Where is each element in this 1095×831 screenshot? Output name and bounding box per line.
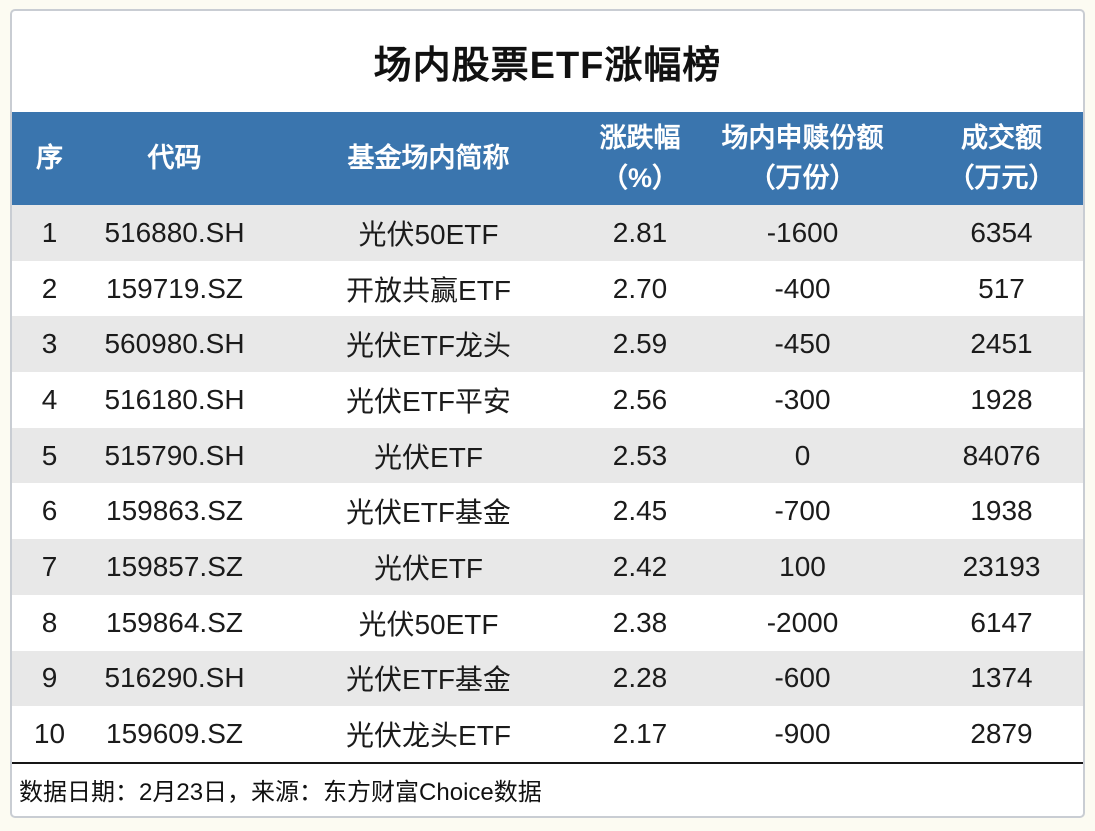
shares-cell: -300 [774,383,831,415]
shares-cell: -600 [774,662,831,694]
table-row: 3 560980.SH 光伏ETF龙头 2.59 -450 2451 [12,316,1083,373]
turnover-cell: 1928 [970,383,1033,415]
table-row: 9 516290.SH 光伏ETF基金 2.28 -600 1374 [12,650,1083,707]
column-header-fund-name: 基金场内简称 [347,142,510,173]
shares-cell: 0 [794,439,811,471]
data-source-note: 数据日期：2月23日，来源：东方财富Choice数据 [12,761,1083,816]
header-row: 序 代码 基金场内简称 涨跌幅 （%） 场内申赎份额 （万份） [12,112,1083,205]
rank-cell: 6 [41,495,58,527]
turnover-cell: 1938 [970,495,1033,527]
table-row: 4 516180.SH 光伏ETF平安 2.56 -300 1928 [12,372,1083,428]
table-body: 1 516880.SH 光伏50ETF 2.81 -1600 6354 2 15… [12,205,1083,762]
table-title: 场内股票ETF涨幅榜 [373,45,722,87]
change-pct-cell: 2.70 [612,272,668,304]
code-cell: 516180.SH [104,383,245,415]
change-pct-cell: 2.53 [612,439,668,471]
column-header-shares: 场内申赎份额 （万份） [721,123,884,193]
shares-cell: -900 [774,718,831,750]
fund-name-cell: 光伏ETF龙头 [346,330,511,362]
rank-cell: 3 [41,328,58,360]
shares-cell: -400 [774,272,831,304]
turnover-cell: 1374 [970,662,1033,694]
rank-cell: 1 [41,216,58,248]
shares-cell: -2000 [766,606,839,638]
fund-name-cell: 光伏ETF平安 [346,385,511,417]
fund-name-cell: 光伏ETF [374,552,483,584]
turnover-cell: 2451 [970,328,1033,360]
code-cell: 516880.SH [104,216,245,248]
title-bar: 场内股票ETF涨幅榜 [12,11,1083,112]
rank-cell: 2 [41,272,58,304]
shares-cell: -450 [774,328,831,360]
change-pct-cell: 2.56 [612,383,668,415]
rank-cell: 4 [41,383,58,415]
table-row: 1 516880.SH 光伏50ETF 2.81 -1600 6354 [12,205,1083,261]
turnover-cell: 84076 [962,439,1041,471]
column-header-change-pct: 涨跌幅 （%） [599,123,681,193]
etf-ranking-card: 场内股票ETF涨幅榜 序 代码 基金场内简称 [10,9,1085,818]
fund-name-cell: 光伏龙头ETF [346,720,511,752]
rank-cell: 9 [41,662,58,694]
fund-name-cell: 光伏ETF基金 [346,497,511,529]
turnover-cell: 6147 [970,606,1033,638]
fund-name-cell: 开放共赢ETF [346,274,511,306]
code-cell: 159719.SZ [106,272,243,304]
table-row: 5 515790.SH 光伏ETF 2.53 0 84076 [12,427,1083,484]
rank-cell: 10 [33,718,66,750]
fund-name-cell: 光伏ETF [374,441,483,473]
fund-name-cell: 光伏50ETF [358,608,499,640]
column-header-code: 代码 [147,142,202,173]
turnover-cell: 2879 [970,718,1033,750]
table-row: 6 159863.SZ 光伏ETF基金 2.45 -700 1938 [12,483,1083,540]
shares-cell: -700 [774,495,831,527]
code-cell: 159609.SZ [106,718,243,750]
code-cell: 159863.SZ [106,495,243,527]
turnover-cell: 23193 [962,550,1041,582]
table-row: 7 159857.SZ 光伏ETF 2.42 100 23193 [12,539,1083,595]
turnover-cell: 517 [978,272,1025,304]
code-cell: 159864.SZ [106,606,243,638]
table-row: 8 159864.SZ 光伏50ETF 2.38 -2000 6147 [12,594,1083,651]
column-header-turnover: 成交额 （万元） [947,123,1056,193]
change-pct-cell: 2.42 [612,550,668,582]
code-cell: 515790.SH [104,439,245,471]
fund-name-cell: 光伏50ETF [358,218,499,250]
change-pct-cell: 2.38 [612,606,668,638]
code-cell: 516290.SH [104,662,245,694]
change-pct-cell: 2.17 [612,718,668,750]
table-row: 10 159609.SZ 光伏龙头ETF 2.17 -900 2879 [12,706,1083,762]
etf-ranking-table: 序 代码 基金场内简称 涨跌幅 （%） 场内申赎份额 （万份） [12,112,1083,762]
change-pct-cell: 2.59 [612,328,668,360]
shares-cell: 100 [779,550,826,582]
code-cell: 159857.SZ [106,550,243,582]
rank-cell: 5 [41,439,58,471]
table-row: 2 159719.SZ 开放共赢ETF 2.70 -400 517 [12,260,1083,317]
fund-name-cell: 光伏ETF基金 [346,664,511,696]
table-header: 序 代码 基金场内简称 涨跌幅 （%） 场内申赎份额 （万份） [12,112,1083,205]
column-header-rank: 序 [36,142,63,173]
change-pct-cell: 2.28 [612,662,668,694]
turnover-cell: 6354 [970,216,1033,248]
rank-cell: 8 [41,606,58,638]
shares-cell: -1600 [766,216,839,248]
code-cell: 560980.SH [104,328,245,360]
change-pct-cell: 2.45 [612,495,668,527]
rank-cell: 7 [41,550,58,582]
change-pct-cell: 2.81 [612,216,668,248]
